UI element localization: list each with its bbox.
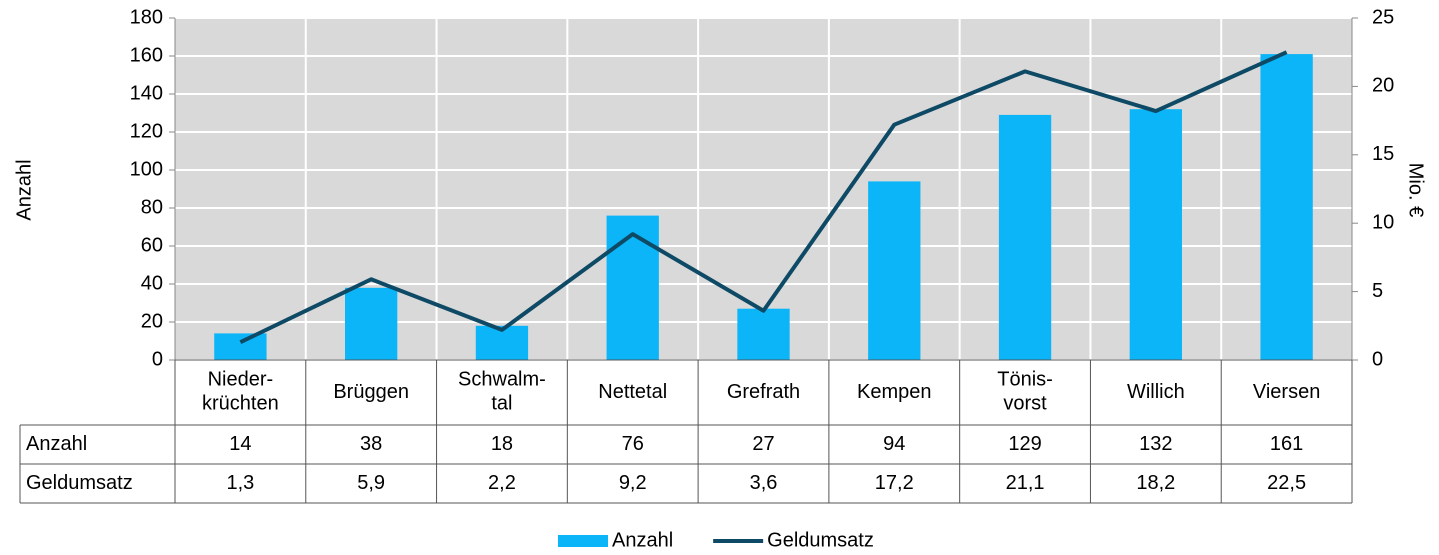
table-cell: 17,2 [875, 472, 914, 494]
table-cell: 21,1 [1006, 472, 1045, 494]
y-tick-label: 160 [130, 44, 163, 66]
table-row-label: Geldumsatz [26, 472, 133, 494]
table-cell: 5,9 [357, 472, 385, 494]
bar [1129, 109, 1182, 360]
table-cell: 22,5 [1267, 472, 1306, 494]
x-tick-label: Nieder-krüchten [202, 369, 279, 415]
bar [606, 215, 659, 360]
bar [998, 114, 1052, 361]
table-cell: 161 [1270, 433, 1303, 455]
y-tick-label: 120 [130, 120, 163, 142]
x-tick-label: Schwalm-tal [458, 369, 546, 415]
table-cell: 1,3 [226, 472, 254, 494]
y-tick-label: 0 [152, 348, 163, 370]
x-tick-label: Nettetal [598, 381, 667, 403]
x-tick-label: Brüggen [333, 381, 409, 403]
y-axis-label: Anzahl [13, 159, 35, 220]
table-cell: 27 [752, 433, 774, 455]
y-tick-label: 60 [141, 234, 163, 256]
y2-tick-label: 0 [1372, 348, 1383, 370]
table-cell: 18 [491, 433, 513, 455]
table-cell: 94 [883, 433, 905, 455]
bar [737, 308, 790, 360]
y-tick-label: 140 [130, 82, 163, 104]
y-tick-label: 80 [141, 196, 163, 218]
y2-tick-label: 20 [1372, 75, 1394, 97]
y2-tick-label: 15 [1372, 143, 1394, 165]
table-cell: 3,6 [750, 472, 778, 494]
y2-axis-label: Mio. € [1405, 163, 1427, 217]
table-cell: 14 [229, 433, 251, 455]
x-tick-label: Kempen [857, 381, 932, 403]
bar [868, 181, 921, 360]
table-cell: 9,2 [619, 472, 647, 494]
table-cell: 132 [1139, 433, 1172, 455]
y2-tick-label: 10 [1372, 211, 1394, 233]
legend-label: Geldumsatz [767, 529, 874, 551]
y-tick-label: 180 [130, 6, 163, 28]
legend-swatch [558, 535, 608, 547]
table-cell: 76 [622, 433, 644, 455]
legend-label: Anzahl [612, 529, 673, 551]
y-tick-label: 100 [130, 158, 163, 180]
x-tick-label: Tönis-vorst [997, 369, 1053, 415]
line [239, 50, 1288, 345]
x-tick-label: Willich [1127, 381, 1185, 403]
y-tick-label: 40 [141, 272, 163, 294]
bar [214, 333, 267, 360]
table-cell: 2,2 [488, 472, 516, 494]
bar [345, 287, 398, 360]
table-cell: 129 [1008, 433, 1041, 455]
table-row-label: Anzahl [26, 433, 87, 455]
x-tick-label: Grefrath [727, 381, 800, 403]
x-tick-label: Viersen [1253, 381, 1320, 403]
y2-tick-label: 5 [1372, 280, 1383, 302]
y-tick-label: 20 [141, 310, 163, 332]
table-cell: 18,2 [1136, 472, 1175, 494]
bar [1260, 54, 1313, 360]
table-cell: 38 [360, 433, 382, 455]
y2-tick-label: 25 [1372, 6, 1394, 28]
